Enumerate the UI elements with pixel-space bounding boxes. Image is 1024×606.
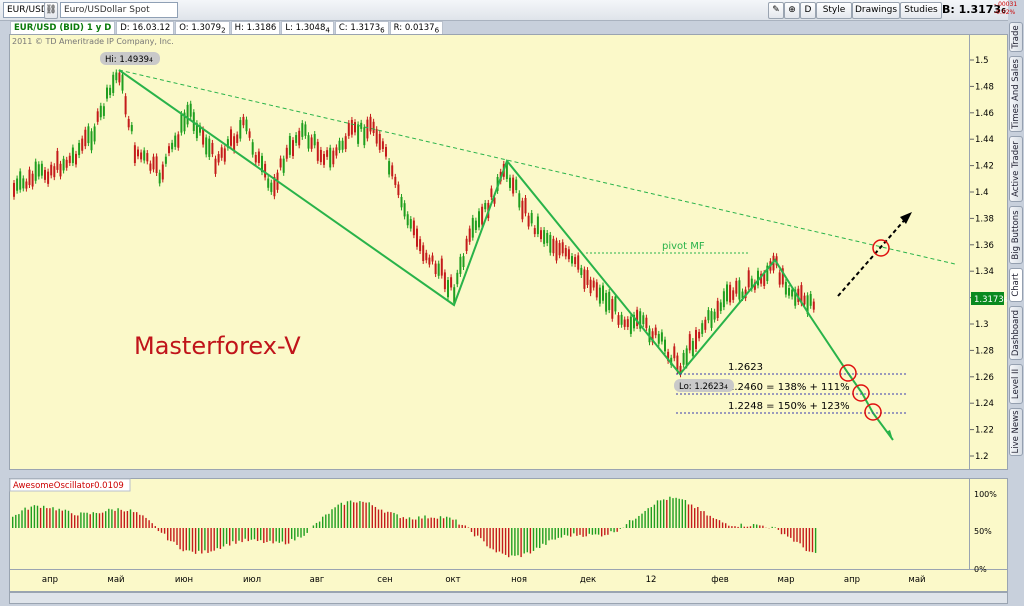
ohlc-infobar: EUR/USD (BID) 1 y D D: 16.03.12 O: 1.30792… (10, 21, 444, 38)
style-label: Style (822, 5, 846, 15)
chart-title: EUR/USD (BID) 1 y D (10, 21, 116, 35)
zoom-icon[interactable]: ⊕ (784, 2, 800, 19)
change-box: -.00031 -0.02% (994, 1, 1018, 17)
period-button[interactable]: D (800, 2, 816, 19)
change-value: -.00031 (994, 1, 1018, 8)
tab-trade-label: Trade (1011, 25, 1021, 49)
tab-times-and-sales-label: Times And Sales (1011, 59, 1021, 129)
price-chart-panel[interactable] (9, 34, 970, 470)
change-percent: -0.02% (994, 9, 1016, 16)
open-main: O: 1.3079 (179, 23, 222, 33)
range-fraction: 6 (434, 25, 440, 35)
tab-times-and-sales[interactable]: Times And Sales (1009, 56, 1023, 132)
copyright-text: 2011 © TD Ameritrade IP Company, Inc. (12, 37, 174, 46)
tab-trade[interactable]: Trade (1009, 22, 1023, 52)
tab-chart[interactable]: Chart (1009, 268, 1023, 302)
tab-big-buttons[interactable]: Big Buttons (1009, 206, 1023, 264)
oscillator-panel[interactable] (9, 478, 970, 570)
close-main: C: 1.3173 (338, 23, 381, 33)
tab-dashboard-label: Dashboard (1011, 309, 1021, 357)
side-tab-strip: Trade Times And Sales Active Trader Big … (1008, 20, 1024, 606)
price-axis[interactable] (970, 34, 1008, 470)
tab-active-trader[interactable]: Active Trader (1009, 136, 1023, 202)
oscillator-axis (970, 478, 1008, 570)
tab-active-trader-label: Active Trader (1011, 141, 1021, 197)
studies-label: Studies (904, 5, 938, 15)
chain-link-icon[interactable]: ⛓ (44, 2, 58, 19)
drawings-label: Drawings (854, 5, 898, 15)
top-toolbar: EUR/USD ⛓ Euro/USDollar Spot ✎ ⊕ D Style… (0, 0, 1018, 21)
tab-chart-label: Chart (1011, 273, 1021, 297)
studies-button[interactable]: Studies (900, 2, 942, 19)
date-axis (9, 570, 1008, 592)
symbol-description: Euro/USDollar Spot (60, 2, 178, 18)
tab-live-news-label: Live News (1011, 410, 1021, 454)
drawings-button[interactable]: Drawings (852, 2, 900, 19)
style-button[interactable]: Style (816, 2, 852, 19)
low-fraction: 4 (325, 25, 330, 35)
horizontal-scrollbar[interactable] (9, 592, 1008, 604)
symbol-input[interactable]: EUR/USD (3, 2, 48, 18)
pencil-icon[interactable]: ✎ (768, 2, 784, 19)
high-value: H: 1.3186 (230, 21, 281, 35)
tab-big-buttons-label: Big Buttons (1011, 210, 1021, 260)
tab-live-news[interactable]: Live News (1009, 408, 1023, 456)
tab-level-ii[interactable]: Level II (1009, 364, 1023, 404)
tab-level-ii-label: Level II (1011, 368, 1021, 400)
tab-dashboard[interactable]: Dashboard (1009, 306, 1023, 360)
close-fraction: 6 (380, 25, 385, 35)
bid-value: B: 1.3173 (942, 3, 1002, 16)
open-fraction: 2 (221, 25, 226, 35)
bid-price: B: 1.31736 (942, 3, 1006, 16)
range-main: R: 0.0137 (393, 23, 435, 33)
date-value: D: 16.03.12 (116, 21, 175, 35)
low-main: L: 1.3048 (285, 23, 326, 33)
bid-fraction: 6 (1001, 7, 1006, 15)
